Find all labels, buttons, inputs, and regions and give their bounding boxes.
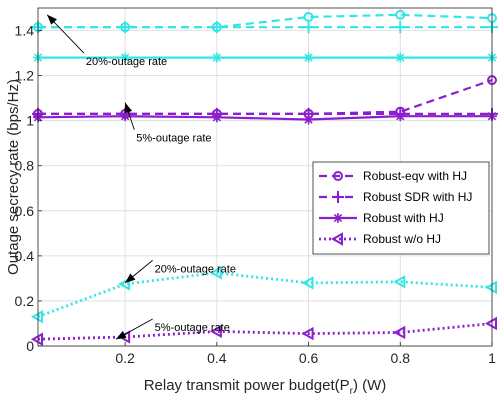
data-point	[302, 21, 315, 34]
annotation-arrow-head	[47, 14, 57, 25]
legend-label: Robust w/o HJ	[363, 232, 441, 246]
x-tick-label: 0.2	[115, 350, 135, 366]
data-point	[393, 275, 406, 289]
data-point	[301, 326, 314, 341]
data-point	[303, 114, 314, 125]
y-tick-label: 1.2	[15, 68, 35, 84]
data-point	[118, 277, 131, 291]
annotation-arrow-head	[115, 330, 127, 340]
x-tick-label: 0.6	[299, 350, 319, 366]
legend-marker	[333, 171, 343, 181]
plot-frame	[37, 7, 493, 347]
annotation-label: 5%-outage rate	[155, 322, 230, 334]
data-point	[209, 266, 222, 280]
data-point	[395, 52, 406, 63]
x-tick-label: 1	[488, 350, 496, 366]
data-point	[484, 280, 497, 295]
legend: Robust-eqv with HJ Robust SDR with HJ Robu…	[312, 161, 490, 255]
legend-marker	[333, 213, 343, 223]
series-line	[37, 271, 493, 319]
series-line	[37, 115, 492, 121]
data-point	[119, 21, 132, 34]
y-tick-label: 0.6	[15, 203, 35, 219]
y-tick-label: 1.4	[15, 23, 35, 39]
data-point	[120, 111, 131, 122]
data-point	[393, 325, 406, 340]
legend-marker	[330, 232, 343, 246]
data-point	[484, 316, 497, 331]
annotation-arrow-head	[124, 102, 133, 114]
y-tick-label: 0.8	[15, 158, 35, 174]
x-tick-label: 0.8	[391, 350, 411, 366]
data-point	[211, 112, 222, 123]
y-tick-label: 0	[26, 338, 34, 354]
x-tick-label: 0.4	[207, 350, 227, 366]
legend-label: Robust-eqv with HJ	[363, 169, 467, 183]
y-tick-label: 0.4	[15, 248, 35, 264]
data-point	[395, 111, 406, 122]
legend-label: Robust SDR with HJ	[363, 190, 472, 204]
data-point	[30, 332, 43, 346]
x-axis-label: Relay transmit power budget(Pr) (W)	[144, 377, 387, 397]
data-point	[303, 52, 314, 63]
data-point	[395, 9, 406, 20]
annotations: 20%-outage rate 5%-outage rate 20%-outage …	[46, 14, 236, 340]
y-axis-label: Outage secrecy rate (bps/Hz)	[5, 79, 22, 275]
data-point	[30, 310, 43, 324]
data-point	[211, 52, 222, 63]
data-point	[303, 12, 314, 23]
data-point	[120, 52, 131, 63]
series-layer	[37, 13, 493, 341]
data-point	[301, 276, 314, 290]
annotation-arrow-head	[125, 273, 136, 283]
legend-marker	[332, 191, 344, 203]
data-point	[210, 21, 223, 34]
annotation-label: 20%-outage rate	[86, 56, 167, 68]
data-point	[209, 324, 222, 339]
y-tick-label: 1	[26, 113, 34, 129]
annotation-label: 20%-outage rate	[155, 263, 236, 275]
y-tick-label: 0.2	[15, 293, 35, 309]
legend-label: Robust with HJ	[363, 211, 444, 225]
data-point	[394, 21, 407, 34]
annotation-label: 5%-outage rate	[136, 133, 211, 145]
ticks: 0.2 0.4 0.6 0.8 1 0 0.2 0.4 0.6 0.8 1 1.2 1.4	[15, 23, 497, 366]
